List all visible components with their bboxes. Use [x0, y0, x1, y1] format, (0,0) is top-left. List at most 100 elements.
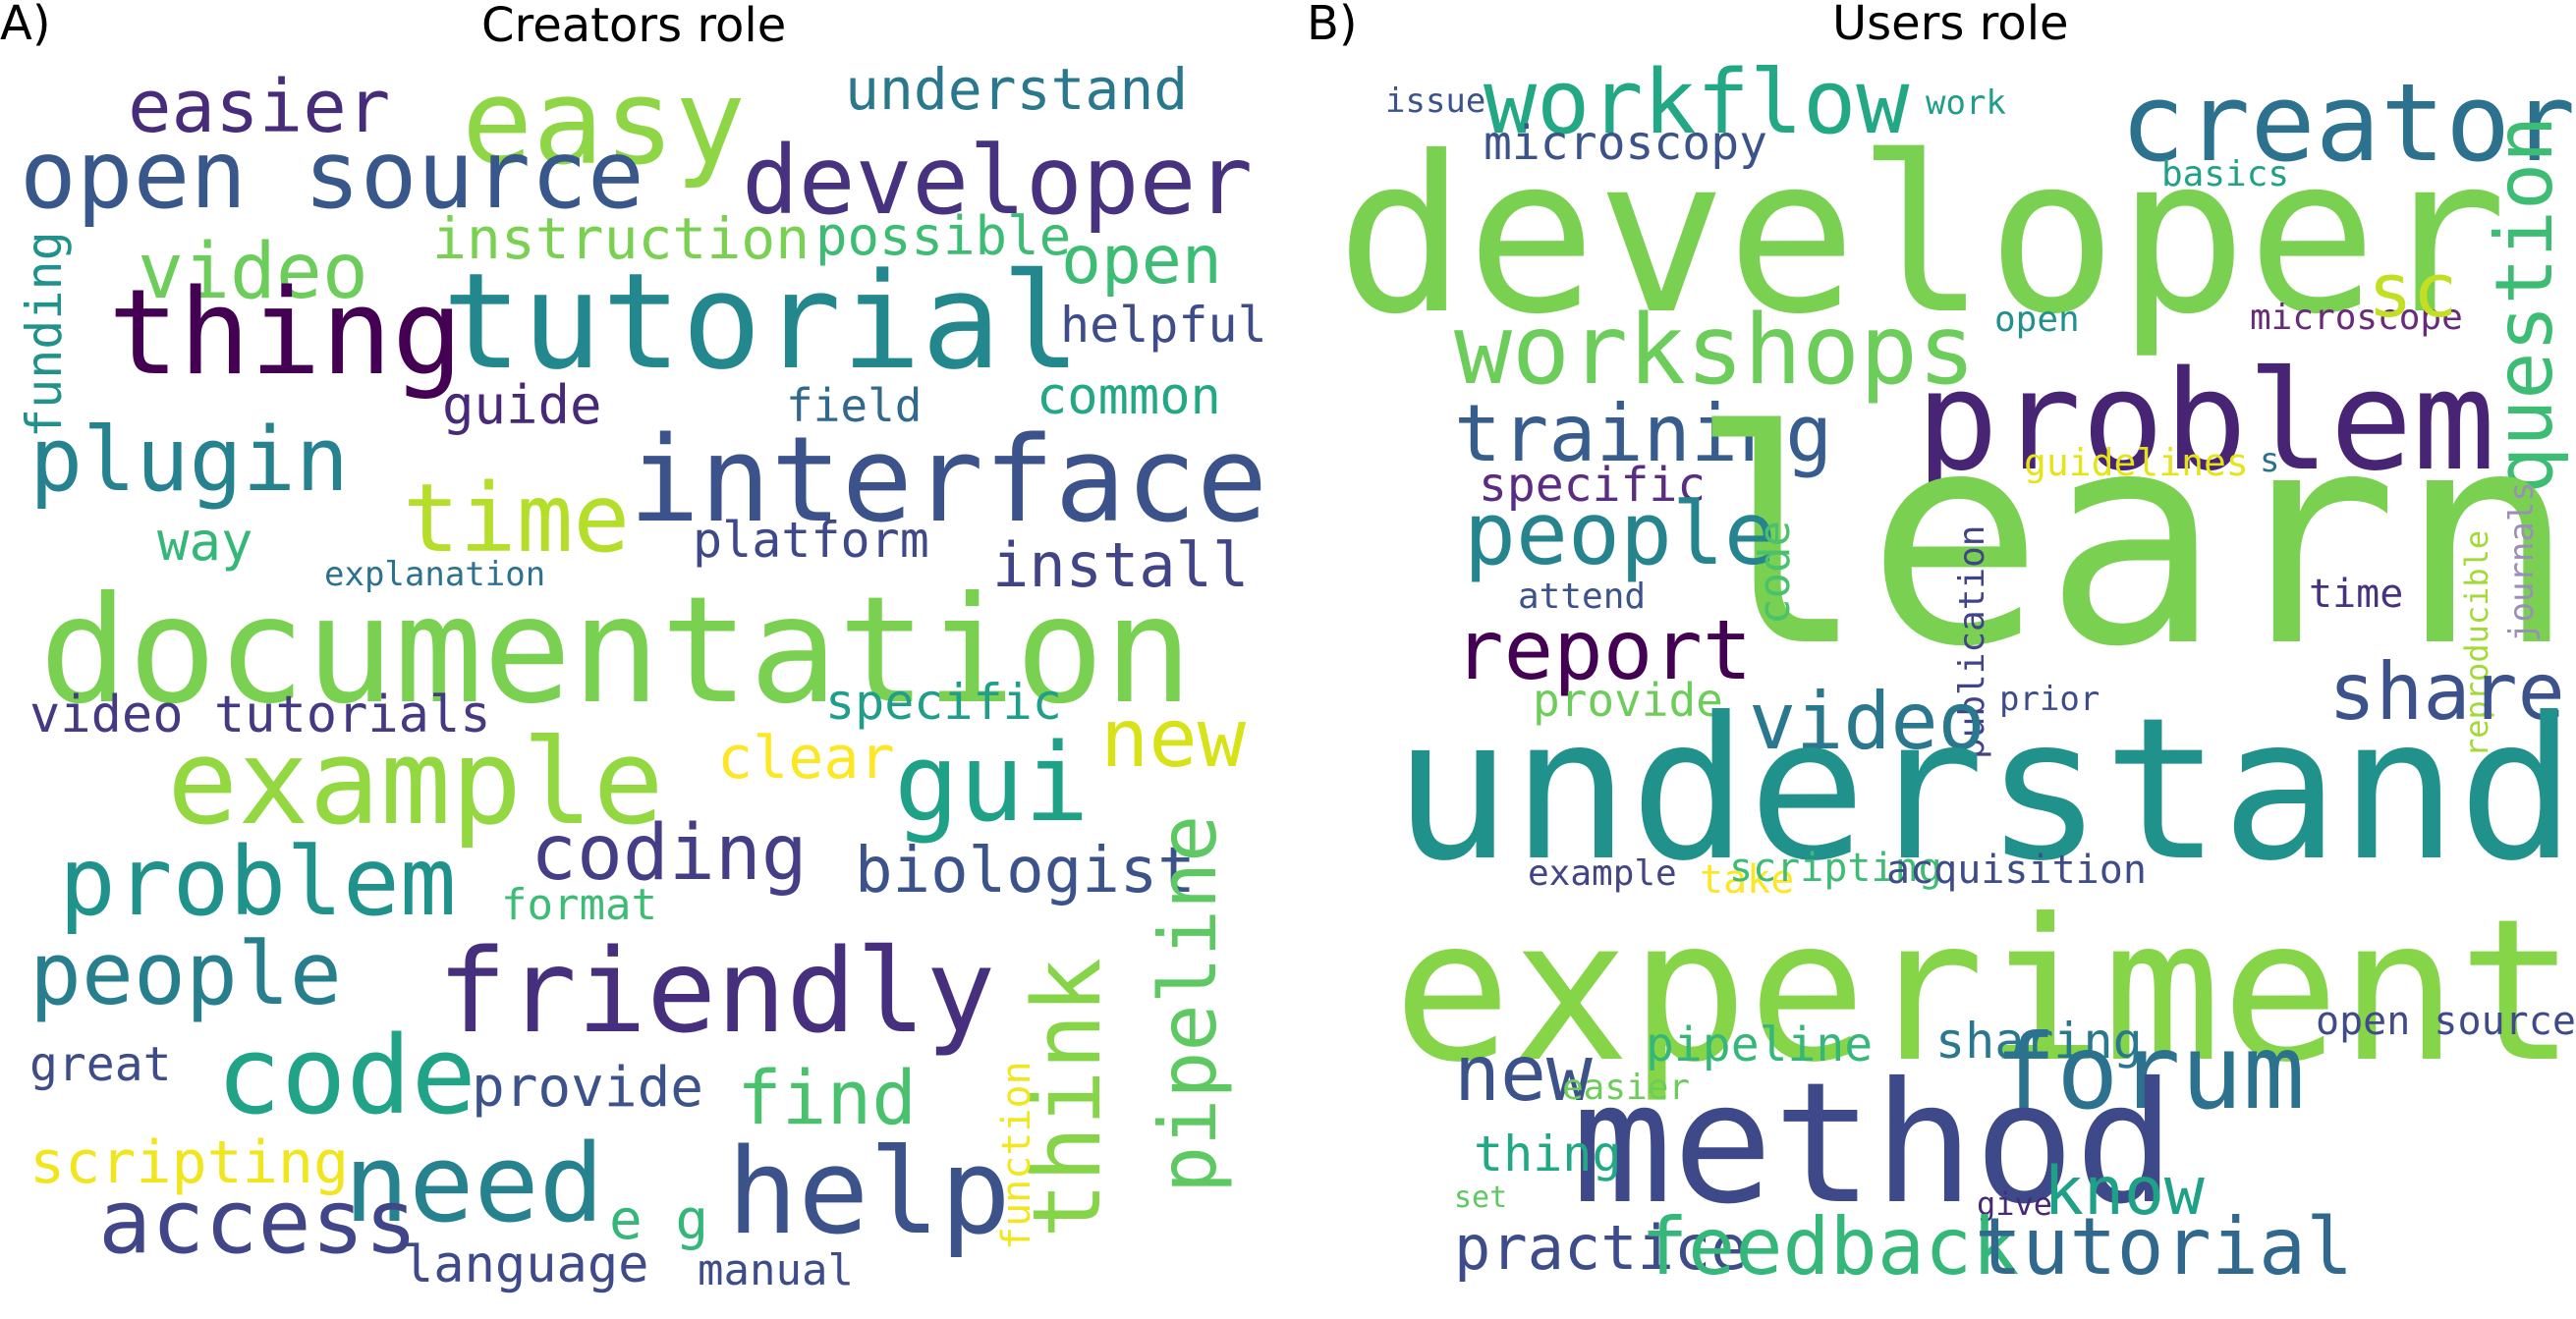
cloud-word: guidelines — [2024, 441, 2249, 484]
cloud-word: time — [403, 464, 631, 574]
cloud-word: sharing — [1935, 1013, 2143, 1070]
cloud-word: workshops — [1454, 295, 1977, 407]
cloud-word: journals — [2502, 481, 2542, 642]
cloud-word: open — [1061, 222, 1222, 300]
cloud-word: time — [2309, 572, 2404, 617]
cloud-word: language — [403, 1236, 649, 1294]
cloud-word: understand — [845, 56, 1189, 123]
cloud-word: example — [167, 715, 664, 852]
cloud-word: new — [1100, 692, 1247, 786]
cloud-word: microscopy — [1484, 116, 1767, 171]
cloud-word: s — [2260, 441, 2280, 480]
cloud-word: example — [1528, 853, 1677, 894]
cloud-word: guide — [442, 374, 602, 436]
cloud-word: easier — [128, 65, 391, 149]
cloud-word: sc — [2368, 247, 2458, 334]
cloud-word: prior — [1999, 680, 2100, 719]
cloud-word: documentation — [39, 566, 1193, 737]
cloud-word: install — [992, 529, 1250, 601]
cloud-word: explanation — [324, 555, 546, 594]
cloud-word: report — [1454, 602, 1753, 698]
cloud-word: know — [2044, 1153, 2205, 1231]
cloud-word: open source — [2316, 999, 2576, 1044]
cloud-word: provide — [1533, 674, 1723, 727]
cloud-word: gui — [894, 720, 1090, 846]
cloud-word: helpful — [1060, 297, 1267, 354]
cloud-word: interface — [629, 412, 1267, 549]
cloud-word: plugin — [29, 409, 350, 512]
cloud-word: problem — [59, 827, 457, 937]
cloud-word: attend — [1518, 577, 1647, 617]
cloud-word: microscope — [2250, 298, 2463, 338]
cloud-word: training — [1454, 388, 1833, 479]
cloud-word: scripting — [1729, 846, 1942, 891]
cloud-word: platform — [693, 512, 929, 569]
cloud-word: set — [1454, 1181, 1508, 1215]
cloud-word: practice — [1454, 1212, 1748, 1284]
cloud-word: give — [1977, 1185, 2053, 1223]
cloud-word: thing — [1474, 1126, 1622, 1182]
cloud-word: specific — [1479, 458, 1707, 513]
cloud-word: pipeline — [1143, 814, 1234, 1193]
cloud-word: take — [1700, 857, 1795, 903]
cloud-word: e g — [609, 1188, 709, 1252]
cloud-word: new — [1454, 1030, 1593, 1119]
cloud-word: creator — [2120, 60, 2576, 186]
cloud-word: workflow — [1484, 51, 1910, 154]
cloud-word: friendly — [437, 923, 996, 1059]
cloud-word: format — [501, 880, 657, 930]
cloud-word: feedback — [1641, 1201, 2020, 1292]
cloud-word: need — [344, 1121, 604, 1246]
cloud-word: biologist — [855, 835, 1196, 907]
cloud-word: open — [1994, 300, 2080, 340]
cloud-word: field — [786, 379, 923, 432]
cloud-word: understand — [1393, 676, 2576, 905]
cloud-word: pipeline — [1646, 1017, 1874, 1072]
cloud-word: easier — [1562, 1068, 1691, 1108]
cloud-word: access — [98, 1171, 419, 1274]
cloud-word: code — [216, 1013, 476, 1138]
cloud-word: video — [1749, 676, 1986, 767]
cloud-word: manual — [698, 1245, 854, 1295]
cloud-word: forum — [1994, 1013, 2306, 1132]
cloud-word: work — [1926, 83, 2006, 123]
cloud-word: method — [1572, 1047, 2176, 1241]
cloud-word: way — [157, 511, 253, 573]
cloud-word: code — [1750, 521, 1800, 625]
cloud-word: instruction — [432, 205, 811, 272]
word-cloud: easy easier understand open source developer… — [0, 39, 1267, 1319]
cloud-word: provide — [472, 1056, 704, 1120]
cloud-word: problem — [1916, 342, 2496, 502]
cloud-word: experiment — [1393, 877, 2576, 1106]
cloud-word: basics — [2161, 154, 2290, 194]
cloud-word: developer — [1336, 110, 2508, 361]
cloud-word: specific — [825, 674, 1062, 731]
cloud-word: clear — [717, 724, 895, 793]
cloud-word: video — [138, 228, 368, 316]
cloud-word: people — [1464, 483, 1776, 584]
cloud-word: video tutorials — [29, 686, 491, 744]
cloud-word: open source — [20, 120, 644, 230]
cloud-word: acquisition — [1886, 848, 2147, 893]
cloud-word: learn — [1689, 368, 2576, 711]
cloud-word: funding — [16, 231, 73, 438]
panel-title: Creators role — [481, 0, 787, 53]
cloud-word: great — [29, 1037, 172, 1092]
cloud-word: tutorial — [1975, 1201, 2354, 1292]
cloud-word: common — [1036, 367, 1221, 426]
panel-title: Users role — [1832, 0, 2069, 51]
cloud-word: issue — [1385, 82, 1486, 121]
cloud-word: scripting — [29, 1128, 350, 1197]
cloud-word: help — [727, 1125, 1011, 1261]
cloud-word: tutorial — [442, 245, 1082, 399]
cloud-word: easy — [462, 55, 746, 192]
cloud-word: thing — [108, 265, 464, 402]
cloud-word: possible — [815, 205, 1072, 267]
cloud-word: people — [29, 923, 342, 1024]
cloud-word: developer — [742, 126, 1254, 236]
panel-label: B) — [1307, 0, 1358, 51]
cloud-word: share — [2328, 646, 2565, 738]
cloud-word: coding — [531, 809, 808, 898]
cloud-word: find — [737, 1054, 918, 1141]
panel-label: A) — [0, 0, 51, 51]
